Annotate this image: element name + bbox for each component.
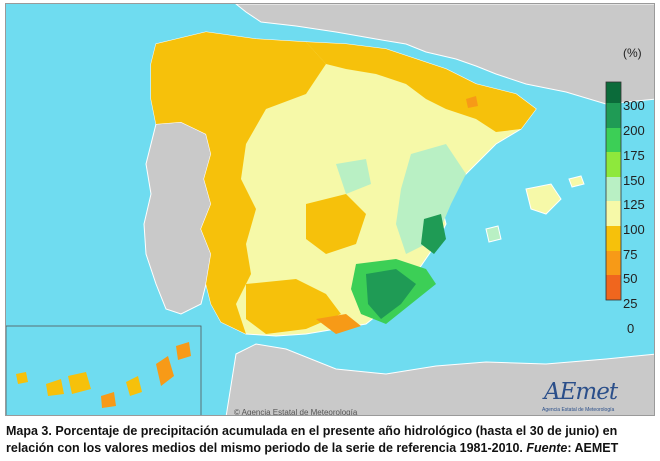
caption-text: Mapa 3. Porcentaje de precipitación acum…	[6, 424, 618, 455]
legend-colorbar	[605, 81, 622, 301]
africa-land	[225, 343, 654, 415]
caption-source-label: Fuente	[526, 441, 568, 455]
legend-label-0: 0	[627, 321, 635, 336]
zone-200-southeast	[366, 269, 416, 319]
zone-75-center	[306, 194, 366, 254]
legend-label-50: 50	[623, 271, 638, 286]
legend-label-100: 100	[623, 222, 645, 237]
menorca	[568, 175, 585, 188]
canary-6	[156, 356, 174, 386]
legend-label-175: 175	[623, 148, 645, 163]
canary-1	[16, 372, 28, 384]
caption-source-value: : AEMET	[567, 441, 619, 455]
logo-subtext: Agencia Estatal de Meteorología	[542, 407, 615, 413]
canary-7	[176, 342, 191, 360]
canary-2	[46, 379, 64, 396]
legend-label-300: 300	[623, 98, 645, 113]
legend-unit: (%)	[623, 46, 642, 60]
zone-125-east	[396, 144, 466, 254]
aemet-logo: AEmet Agencia Estatal de Meteorología	[534, 379, 618, 415]
precipitation-map: (%) 300 200 175 150 125 100 75 50 25 0 A…	[5, 3, 655, 416]
map-credit: © Agencia Estatal de Meteorología	[234, 408, 358, 416]
canary-4	[101, 392, 116, 408]
legend-label-25: 25	[623, 296, 638, 311]
portugal-land	[143, 121, 212, 315]
zone-50-northeast	[466, 96, 478, 108]
legend-label-200: 200	[623, 123, 645, 138]
zone-75-west	[151, 32, 326, 334]
canary-5	[126, 376, 142, 396]
figure-caption: Mapa 3. Porcentaje de precipitación acum…	[6, 423, 656, 457]
legend-label-150: 150	[623, 173, 645, 188]
canary-3	[68, 372, 91, 394]
zone-50-south	[316, 314, 361, 334]
france-land	[235, 4, 654, 105]
zone-75-north	[306, 42, 536, 132]
logo-text: AEmet	[544, 379, 618, 405]
zone-200-valencia	[421, 214, 446, 254]
legend-label-125: 125	[623, 197, 645, 212]
mallorca	[525, 183, 562, 215]
legend-label-75: 75	[623, 247, 638, 262]
zone-75-south	[246, 279, 341, 334]
ibiza	[485, 225, 502, 243]
zone-125-center	[336, 159, 371, 194]
